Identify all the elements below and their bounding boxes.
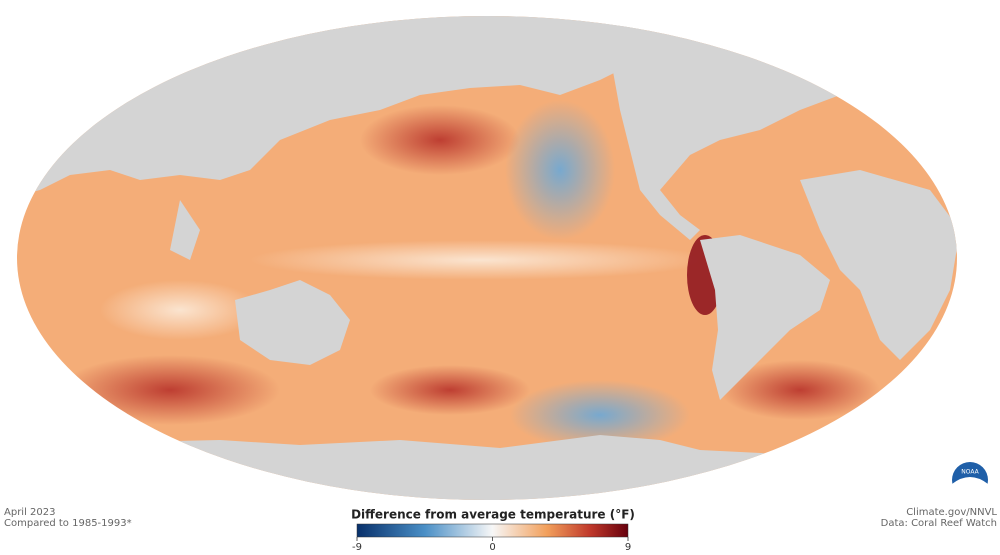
tick-label: 9 <box>625 542 631 553</box>
colorbar <box>356 523 629 538</box>
data-credit: Data: Coral Reef Watch <box>881 518 997 529</box>
logo-text: NOAA <box>961 469 979 476</box>
anomaly <box>510 380 690 450</box>
logo-wave <box>952 477 988 502</box>
source: Climate.gov/NNVL <box>906 507 997 518</box>
date: April 2023 <box>4 507 55 518</box>
baseline: Compared to 1985-1993* <box>4 518 132 529</box>
anomaly <box>720 360 880 420</box>
legend-title: Difference from average temperature (°F) <box>351 508 635 522</box>
anomaly <box>505 100 615 240</box>
logo: NOAA <box>952 462 988 502</box>
tick-label: -9 <box>352 542 362 553</box>
anomaly <box>360 105 520 175</box>
tick-label: 0 <box>489 542 495 553</box>
anomaly <box>250 240 710 280</box>
anomaly <box>370 365 530 415</box>
anomaly <box>60 355 280 425</box>
anomaly <box>100 280 260 340</box>
colorbar-ticks: -9 0 9 <box>352 537 631 553</box>
